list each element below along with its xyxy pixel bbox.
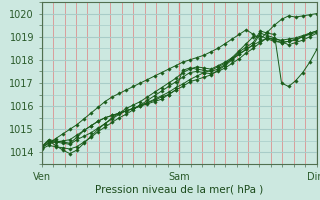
X-axis label: Pression niveau de la mer( hPa ): Pression niveau de la mer( hPa ): [95, 184, 263, 194]
